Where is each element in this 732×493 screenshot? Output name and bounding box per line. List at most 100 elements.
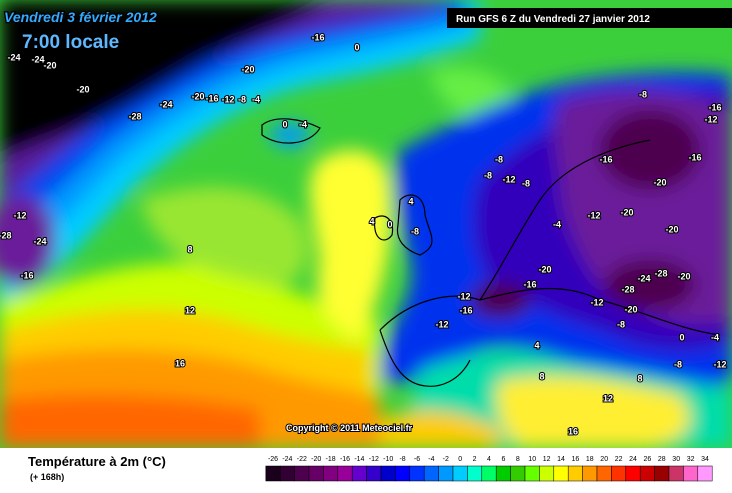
scale-swatch (366, 465, 382, 482)
contour-label: -24 (637, 273, 650, 283)
scale-swatch (539, 465, 555, 482)
contour-label: -20 (653, 177, 666, 187)
contour-label: -24 (33, 236, 46, 246)
scale-swatch (611, 465, 627, 482)
contour-label: -16 (599, 154, 612, 164)
scale-swatch (510, 465, 526, 482)
contour-label: -20 (665, 224, 678, 234)
scale-swatch (337, 465, 353, 482)
lead-time: (+ 168h) (30, 472, 64, 482)
scale-label: 16 (572, 456, 580, 463)
contour-label: -12 (502, 174, 515, 184)
contour-label: -20 (624, 304, 637, 314)
contour-label: -12 (457, 291, 470, 301)
scale-swatch (654, 465, 670, 482)
scale-label: -26 (268, 456, 278, 463)
contour-label: -24 (7, 52, 20, 62)
contour-labels: -24 -24-20 -20-20 -16 -12 -8 -4-28-24-20-160-1… (0, 31, 728, 437)
scale-label: -8 (399, 456, 405, 463)
scale-label: -24 (282, 456, 292, 463)
scale-label: 2 (473, 456, 477, 463)
contour-label: -4 (252, 94, 260, 104)
contour-label: -4 (711, 332, 719, 342)
scale-label: -22 (297, 456, 307, 463)
scale-swatch (668, 465, 684, 482)
scale-label: 10 (528, 456, 536, 463)
contour-label: -12 (590, 297, 603, 307)
contour-label: 0 (282, 119, 287, 129)
contour-label: -20 (241, 64, 254, 74)
scale-swatch (294, 465, 310, 482)
contour-label: -12 (704, 114, 717, 124)
scale-swatch (409, 465, 425, 482)
scale-label: 28 (658, 456, 666, 463)
contour-label: -12 (221, 94, 234, 104)
contour-label: 4 (534, 340, 539, 350)
scale-label: -12 (369, 456, 379, 463)
scale-swatch (380, 465, 396, 482)
map-time: 7:00 locale (22, 32, 119, 53)
contour-label: -16 (20, 270, 33, 280)
scale-swatch (395, 465, 411, 482)
scale-label: 18 (586, 456, 594, 463)
scale-label: 8 (516, 456, 520, 463)
run-box (447, 8, 732, 28)
contour-label: -16 (311, 32, 324, 42)
contour-label: -20 (43, 60, 56, 70)
scale-swatch (683, 465, 699, 482)
scale-swatch (553, 465, 569, 482)
contour-label: -20 (677, 271, 690, 281)
contour-label: -8 (617, 319, 625, 329)
contour-label: -12 (587, 210, 600, 220)
scale-swatch (323, 465, 339, 482)
scale-label: 26 (644, 456, 652, 463)
contour-label: 8 (637, 373, 642, 383)
scale-swatch (452, 465, 468, 482)
scale-swatch (481, 465, 497, 482)
scale-swatch (639, 465, 655, 482)
temperature-field: -24 -24-20 -20-20 -16 -12 -8 -4-28-24-20-160-1… (0, 0, 732, 448)
run-info: Run GFS 6 Z du Vendredi 27 janvier 2012 (456, 14, 650, 25)
scale-label: -20 (311, 456, 321, 463)
scale-label: 22 (615, 456, 623, 463)
scale-swatch (625, 465, 641, 482)
scale-swatch (582, 465, 598, 482)
contour-label: -28 (621, 284, 634, 294)
contour-label: -16 (523, 279, 536, 289)
contour-label: 4 (408, 196, 413, 206)
scale-label: -4 (428, 456, 434, 463)
contour-label: -24 (159, 99, 172, 109)
contour-label: 12 (603, 393, 613, 403)
contour-label: -8 (674, 359, 682, 369)
contour-label: -8 (639, 89, 647, 99)
contour-label: 16 (568, 426, 578, 436)
scale-swatch (279, 465, 295, 482)
scale-swatch (351, 465, 367, 482)
scale-swatch (567, 465, 583, 482)
scale-swatch (265, 465, 281, 482)
contour-label: 0 (387, 219, 392, 229)
contour-label: 0 (679, 332, 684, 342)
scale-swatch (495, 465, 511, 482)
scale-label: -14 (354, 456, 364, 463)
scale-label: 0 (458, 456, 462, 463)
contour-label: 8 (539, 371, 544, 381)
scale-label: 20 (600, 456, 608, 463)
scale-label: -2 (443, 456, 449, 463)
scale-label: 32 (687, 456, 695, 463)
contour-label: -8 (495, 154, 503, 164)
contour-label: -4 (553, 219, 561, 229)
contour-label: -20 (76, 84, 89, 94)
scale-label: 30 (672, 456, 680, 463)
contour-label: -28 (654, 268, 667, 278)
scale-label: 34 (701, 456, 709, 463)
scale-swatch (438, 465, 454, 482)
contour-label: -24 (31, 54, 44, 64)
contour-label: 4 (369, 216, 374, 226)
contour-label: -12 (435, 319, 448, 329)
contour-label: -16 (688, 152, 701, 162)
scale-label: 6 (501, 456, 505, 463)
contour-label: -20 (620, 207, 633, 217)
scale-swatch (596, 465, 612, 482)
